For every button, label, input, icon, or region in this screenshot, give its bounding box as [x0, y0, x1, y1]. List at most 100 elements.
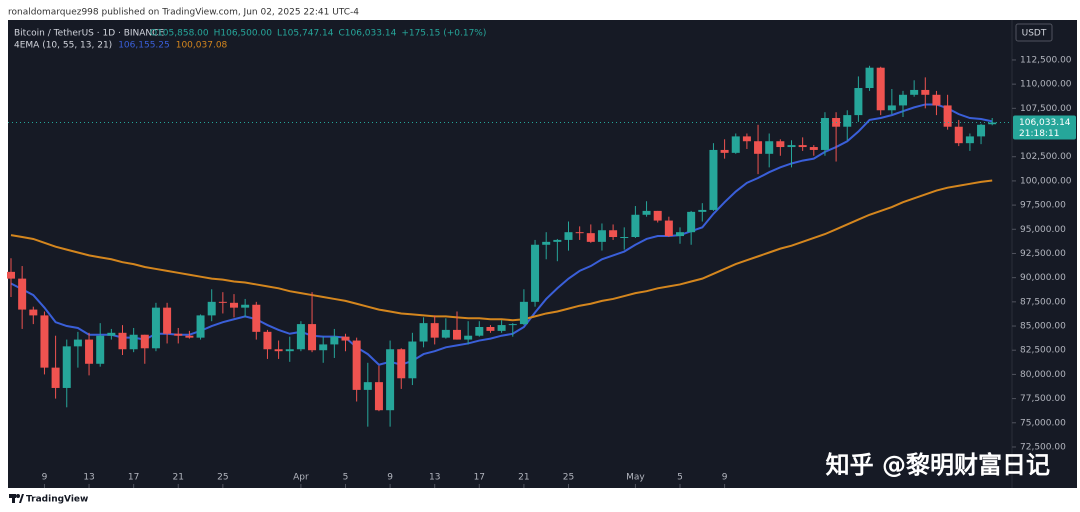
y-tick-label: 77,500.00 [1020, 394, 1066, 404]
candle-body [29, 309, 38, 316]
candle-body [397, 349, 406, 379]
x-tick-label: 9 [722, 473, 728, 483]
plot [7, 65, 997, 427]
candle-body [274, 349, 283, 352]
candle-body [129, 334, 138, 350]
candle-body [174, 333, 183, 336]
last-price-box [1013, 115, 1076, 140]
candle-body [965, 136, 974, 144]
candle-body [140, 334, 149, 349]
candle-body [910, 89, 919, 95]
x-tick-label: 21 [173, 473, 184, 483]
candle-body [564, 232, 573, 240]
candle-body [932, 94, 941, 106]
candle-body [921, 89, 930, 95]
candle-body [230, 302, 238, 308]
tv-logo [9, 494, 24, 503]
y-tick-label: 100,000.00 [1020, 176, 1072, 186]
candle-body [653, 210, 662, 221]
candle-body [419, 323, 428, 342]
candle-body [977, 124, 986, 137]
candle-body [163, 307, 172, 334]
x-tick-label: May [626, 473, 645, 483]
candle-body [943, 105, 952, 127]
candle-body [252, 304, 261, 332]
candle-body [441, 329, 450, 338]
candle-body [542, 241, 551, 245]
candle-body [954, 126, 963, 144]
candle-body [631, 214, 640, 238]
candle-body [285, 349, 294, 352]
candle-body [988, 122, 997, 125]
ohlc-value: H106,500.00 [214, 29, 273, 39]
x-tick-label: 13 [83, 473, 94, 483]
candle-body [352, 340, 361, 390]
y-tick-label: 110,000.00 [1020, 80, 1072, 90]
x-tick-label: 9 [387, 473, 393, 483]
candle-body [96, 335, 105, 364]
candle-body [51, 367, 60, 388]
candle-body [464, 335, 473, 340]
y-tick-label: 97,500.00 [1020, 201, 1066, 211]
y-tick-label: 80,000.00 [1020, 370, 1066, 380]
candle-body [7, 271, 15, 279]
x-tick-label: 17 [474, 473, 485, 483]
ohlc-value: O105,858.00 [150, 29, 209, 39]
x-tick-label: 9 [42, 473, 48, 483]
byline: ronaldomarquez998 published on TradingVi… [8, 8, 359, 18]
candle-body [597, 230, 606, 242]
brand: TradingView [26, 495, 88, 505]
candle-body [85, 339, 94, 364]
candle-body [308, 324, 317, 351]
y-tick-label: 82,500.00 [1020, 346, 1066, 356]
y-tick-label: 85,000.00 [1020, 322, 1066, 332]
candle-body [553, 239, 562, 242]
candle-body [18, 278, 27, 310]
candle-body [386, 349, 395, 411]
x-tick-label: 25 [563, 473, 574, 483]
ema-line [10, 179, 993, 322]
candle-body [519, 301, 528, 325]
candle-body [676, 232, 684, 237]
y-tick-label: 102,500.00 [1020, 152, 1072, 162]
candle-body [865, 67, 874, 89]
symbol: Bitcoin / TetherUS · 1D · BINANCE [14, 29, 164, 39]
candle-body [497, 325, 506, 331]
y-tick-label: 92,500.00 [1020, 249, 1066, 259]
candle-body [887, 105, 896, 111]
currency: USDT [1022, 29, 1047, 39]
candle-body [798, 145, 807, 148]
y-tick-label: 72,500.00 [1020, 442, 1066, 452]
candle-body [664, 220, 673, 237]
last-price-label: 106,033.14 [1019, 118, 1071, 128]
candle-body [341, 336, 350, 341]
candle-body [330, 336, 339, 345]
candle-body [787, 145, 796, 148]
y-tick-label: 107,500.00 [1020, 104, 1072, 114]
candle-body [151, 307, 160, 349]
watermark: 知乎 @黎明财富日记 [826, 451, 1050, 479]
y-tick-label: 90,000.00 [1020, 273, 1066, 283]
x-tick-label: 25 [217, 473, 228, 483]
y-tick-label: 75,000.00 [1020, 418, 1066, 428]
candle-body [586, 233, 595, 242]
candle-body [486, 327, 495, 331]
candle-body [809, 147, 818, 150]
candle-body [453, 329, 461, 340]
x-tick-label: Apr [293, 473, 309, 483]
candle-body [731, 136, 740, 153]
candle-body [698, 209, 707, 212]
x-tick-label: 17 [128, 473, 139, 483]
candle-body [218, 301, 227, 303]
x-tick-label: 21 [518, 473, 529, 483]
candle-body [742, 136, 751, 142]
candle-body [508, 324, 517, 326]
candle-body [820, 118, 829, 150]
candle-body [620, 237, 629, 239]
ohlc-value: L105,747.14 [277, 29, 334, 39]
indicator-value: 106,155.25 [118, 41, 170, 51]
ohlc-value: +175.15 (+0.17%) [401, 29, 486, 39]
indicator: 4EMA (10, 55, 13, 21) [14, 41, 112, 51]
candle-body [40, 315, 49, 368]
